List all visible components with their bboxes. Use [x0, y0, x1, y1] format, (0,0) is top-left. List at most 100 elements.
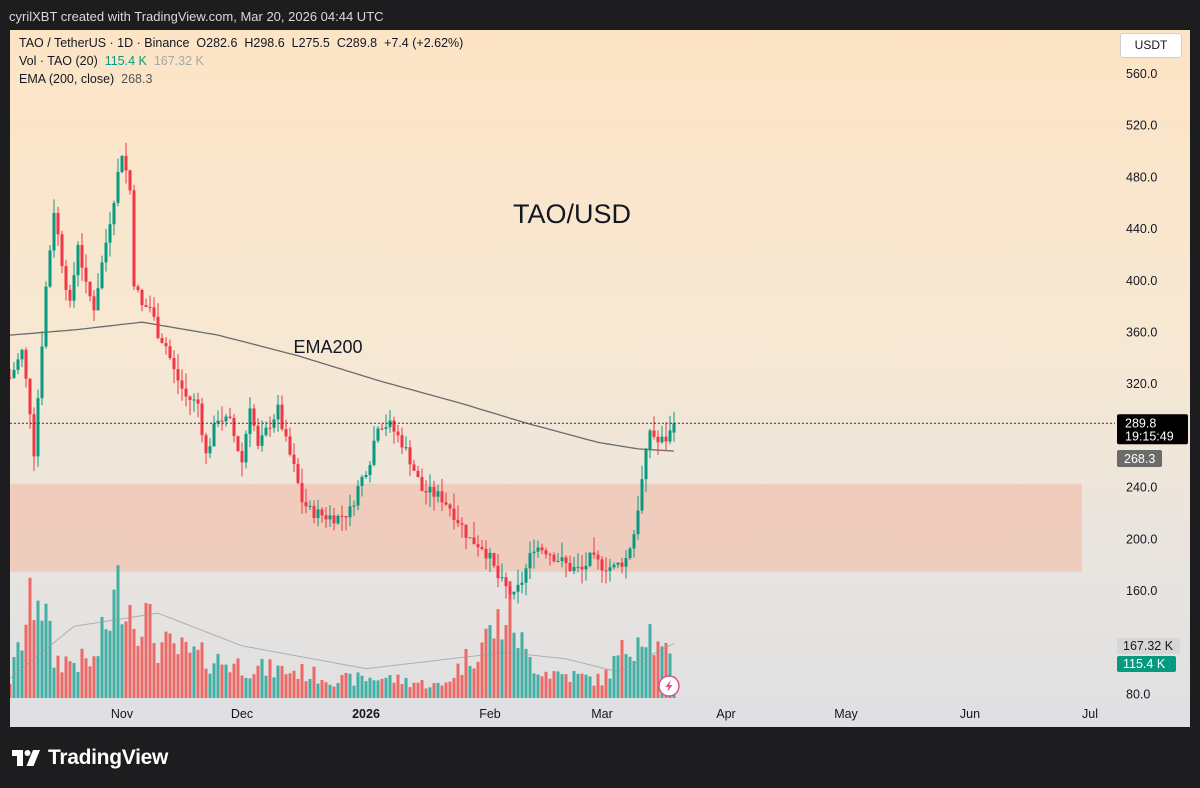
- candle-body: [144, 305, 148, 307]
- volume-label[interactable]: Vol · TAO (20): [19, 54, 98, 68]
- candle-body: [412, 464, 416, 471]
- chart-background: [10, 30, 1190, 727]
- candle-body: [88, 281, 92, 297]
- candle-body: [372, 440, 376, 465]
- candle-body: [172, 358, 176, 370]
- candle-body: [404, 447, 408, 449]
- candle-body: [308, 505, 312, 507]
- price-tick-label: 560.0: [1126, 67, 1157, 81]
- volume-ma-line: [10, 612, 675, 679]
- volume-bar: [508, 581, 512, 698]
- volume-bar: [100, 616, 104, 698]
- candle-body: [384, 427, 388, 429]
- candle-body: [64, 266, 68, 290]
- volume-bar: [28, 577, 32, 698]
- candle-body: [60, 234, 64, 267]
- volume-bar: [364, 681, 368, 698]
- price-tick-label: 320.0: [1126, 377, 1157, 391]
- volume-bar: [208, 673, 212, 698]
- candle-body: [148, 306, 152, 308]
- volume-bar: [516, 648, 520, 698]
- volume-bar: [48, 620, 52, 698]
- volume-bar: [624, 654, 628, 698]
- time-axis[interactable]: Nov Dec 2026 Feb Mar Apr May Jun Jul: [111, 707, 1098, 721]
- volume-ma-badge: [1117, 638, 1180, 654]
- candle-body: [668, 430, 672, 442]
- volume-bar: [96, 656, 100, 698]
- volume-bar: [544, 671, 548, 698]
- volume-bar: [12, 656, 16, 698]
- volume-bar: [228, 672, 232, 698]
- price-axis[interactable]: 80.0120.0160.0200.0240.0320.0360.0400.04…: [1126, 67, 1157, 702]
- volume-bar: [492, 638, 496, 698]
- candle-body: [368, 464, 372, 475]
- candle-body: [624, 558, 628, 567]
- volume-bar: [280, 665, 284, 698]
- currency-button[interactable]: USDT: [1120, 33, 1182, 58]
- candle-body: [464, 524, 468, 538]
- legend-ema: EMA (200, close) 268.3: [19, 72, 152, 86]
- volume-label: 115.4 K: [1123, 657, 1166, 671]
- volume-bar: [564, 674, 568, 698]
- volume-bar: [616, 655, 620, 698]
- candle-body: [10, 377, 12, 379]
- volume-bar: [20, 650, 24, 698]
- ema-value: 268.3: [121, 72, 153, 86]
- volume-bar: [584, 674, 588, 698]
- candle-body: [488, 552, 492, 559]
- ema-price-badge: [1117, 450, 1162, 468]
- volume-bar: [560, 674, 564, 698]
- candle-body: [560, 557, 564, 561]
- chart-area[interactable]: TAO/USD EMA200 80.0120.0160.0200.0240.03…: [10, 30, 1190, 727]
- candle-body: [196, 399, 200, 404]
- volume-bar: [608, 678, 612, 698]
- volume-bar: [632, 660, 636, 698]
- alert-icon[interactable]: [658, 675, 680, 697]
- close-value: C289.8: [336, 36, 378, 50]
- candle-body: [240, 451, 244, 463]
- candle-body: [500, 577, 504, 579]
- volume-bar: [40, 620, 44, 698]
- symbol-label[interactable]: TAO / TetherUS · 1D · Binance: [19, 36, 190, 50]
- candle-body: [592, 552, 596, 555]
- candle-body: [608, 567, 612, 571]
- ema-line: [10, 321, 675, 452]
- volume-bar: [10, 683, 12, 698]
- candle-body: [520, 582, 524, 585]
- tradingview-brand: TradingView: [48, 746, 169, 769]
- volume-bar: [272, 677, 276, 698]
- candle-body: [596, 554, 600, 560]
- volume-bar: [620, 639, 624, 698]
- candle-body: [348, 506, 352, 518]
- volume-bar: [304, 681, 308, 698]
- volume-bar: [572, 671, 576, 698]
- candle-body: [460, 523, 464, 525]
- price-tick-label: 200.0: [1126, 532, 1157, 546]
- price-tick-label: 400.0: [1126, 274, 1157, 288]
- volume-bar: [468, 665, 472, 698]
- volume-bar: [424, 688, 428, 698]
- volume-bar: [476, 661, 480, 698]
- tradingview-logo[interactable]: TradingView: [12, 746, 168, 770]
- candle-body: [120, 155, 124, 173]
- volume-bar: [276, 665, 280, 698]
- candle-body: [672, 423, 676, 433]
- candle-body: [600, 559, 604, 571]
- candle-body: [512, 591, 516, 595]
- volume-bar: [432, 683, 436, 698]
- candle-body: [152, 307, 156, 317]
- candle-body: [436, 491, 440, 497]
- time-tick-label: May: [834, 707, 858, 721]
- volume-bar: [36, 600, 40, 698]
- candle-body: [104, 242, 108, 263]
- candle-body: [216, 420, 220, 424]
- candle-body: [264, 427, 268, 436]
- ema-label[interactable]: EMA (200, close): [19, 72, 115, 86]
- candle-body: [440, 491, 444, 503]
- volume-bar: [540, 676, 544, 698]
- candle-body: [528, 553, 532, 569]
- time-tick-label: 2026: [352, 707, 380, 721]
- volume-bar: [68, 661, 72, 698]
- price-chart[interactable]: TAO/USD EMA200 80.0120.0160.0200.0240.03…: [10, 30, 1190, 727]
- volume-bar: [420, 680, 424, 698]
